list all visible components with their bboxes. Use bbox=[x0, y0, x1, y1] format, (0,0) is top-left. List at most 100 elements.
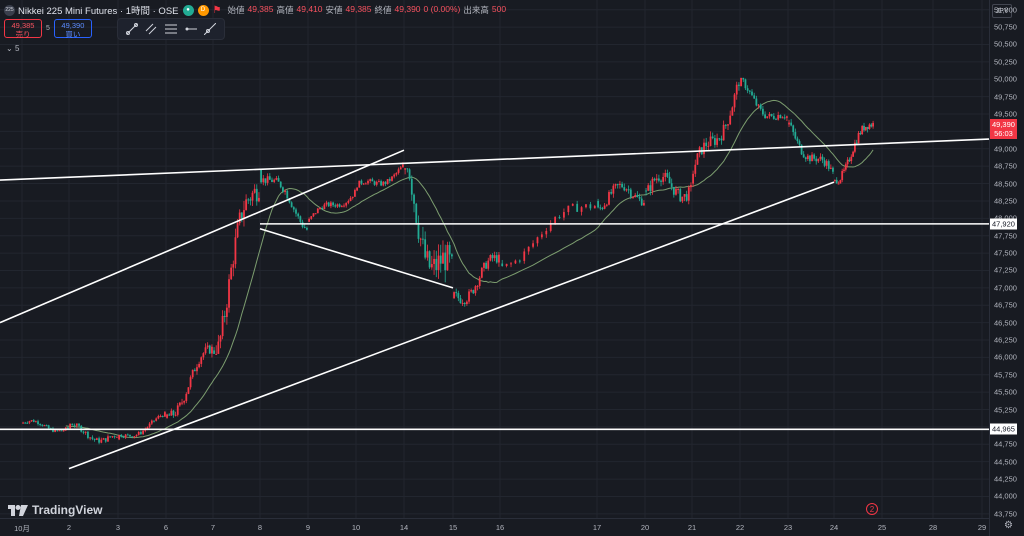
candle-body bbox=[465, 301, 468, 305]
time-axis[interactable] bbox=[0, 518, 989, 536]
x-tick-label: 28 bbox=[928, 523, 938, 532]
candle-body bbox=[410, 178, 413, 195]
candle-body bbox=[93, 438, 96, 440]
candle-body bbox=[47, 425, 50, 429]
price-axis[interactable] bbox=[989, 0, 1024, 536]
sell-button[interactable]: 49,385 売り bbox=[4, 19, 42, 39]
candle-body bbox=[638, 197, 641, 199]
candle-body bbox=[861, 125, 864, 135]
candle-body bbox=[113, 436, 116, 438]
candle-body bbox=[43, 425, 46, 427]
candle-body bbox=[62, 430, 65, 432]
x-tick-label: 21 bbox=[687, 523, 697, 532]
event-marker-icon[interactable]: 2 bbox=[866, 503, 878, 515]
y-tick-label: 44,250 bbox=[994, 474, 1017, 484]
candle-body bbox=[69, 423, 72, 429]
candle-body bbox=[28, 421, 31, 423]
candle-body bbox=[540, 234, 543, 238]
candle-body bbox=[722, 124, 725, 141]
x-tick-label: 17 bbox=[592, 523, 602, 532]
symbol-title[interactable]: Nikkei 225 Mini Futures · 1時間 · OSE bbox=[18, 6, 179, 17]
y-tick-label: 44,500 bbox=[994, 457, 1017, 467]
candle-body bbox=[859, 133, 862, 135]
candle-body bbox=[275, 178, 278, 180]
candle-body bbox=[476, 285, 479, 287]
x-tick-label: 29 bbox=[977, 523, 987, 532]
candle-body bbox=[705, 142, 708, 147]
candle-body bbox=[558, 217, 561, 219]
candle-body bbox=[75, 423, 78, 426]
candle-body bbox=[744, 79, 747, 89]
trend-line-icon[interactable] bbox=[125, 22, 139, 36]
buy-button[interactable]: 49,390 買い bbox=[53, 19, 92, 39]
candle-body bbox=[545, 230, 548, 235]
candle-body bbox=[866, 126, 869, 130]
channel-icon[interactable] bbox=[144, 22, 158, 36]
y-tick-label: 48,250 bbox=[994, 196, 1017, 206]
candle-body bbox=[817, 158, 820, 162]
y-tick-label: 46,750 bbox=[994, 300, 1017, 310]
candle-body bbox=[527, 246, 530, 252]
horizontal-ray-icon[interactable] bbox=[184, 22, 198, 36]
candle-body bbox=[428, 251, 431, 268]
flag-icon[interactable]: ⚑ bbox=[212, 4, 222, 16]
extended-line-icon[interactable] bbox=[203, 22, 217, 36]
candle-body bbox=[358, 180, 361, 188]
candle-body bbox=[593, 206, 596, 209]
candle-body bbox=[813, 154, 816, 159]
candle-body bbox=[554, 217, 557, 224]
candle-body bbox=[806, 155, 809, 160]
x-tick-label: 24 bbox=[829, 523, 839, 532]
candle-body bbox=[356, 187, 358, 191]
candle-body bbox=[100, 439, 103, 443]
candle-body bbox=[345, 202, 348, 206]
candle-body bbox=[727, 124, 729, 126]
candle-body bbox=[823, 160, 826, 166]
currency-selector[interactable]: JPY bbox=[992, 4, 1012, 18]
candle-body bbox=[485, 262, 488, 269]
y-tick-label: 47,000 bbox=[994, 283, 1017, 293]
x-tick-label: 23 bbox=[783, 523, 793, 532]
candle-body bbox=[505, 263, 508, 267]
settings-icon[interactable]: ⚙ bbox=[1004, 520, 1013, 531]
candle-body bbox=[406, 168, 409, 170]
trendline-drawings[interactable] bbox=[0, 138, 990, 470]
candle-body bbox=[204, 347, 207, 354]
candle-body bbox=[87, 431, 89, 438]
candle-body bbox=[155, 418, 158, 421]
candle-body bbox=[679, 189, 682, 202]
candle-body bbox=[755, 98, 758, 106]
indicator-toggle[interactable]: ⌄ 5 bbox=[6, 44, 20, 53]
x-tick-label: 25 bbox=[877, 523, 887, 532]
candle-body bbox=[251, 192, 254, 201]
tradingview-logo: TradingView bbox=[8, 503, 102, 517]
candle-body bbox=[640, 198, 643, 206]
y-tick-label: 46,000 bbox=[994, 352, 1017, 362]
candle-body bbox=[694, 164, 697, 174]
candle-body bbox=[781, 117, 784, 119]
candle-body bbox=[821, 156, 824, 161]
x-tick-label: 6 bbox=[163, 523, 169, 532]
candle-body bbox=[775, 118, 777, 120]
candle-body bbox=[664, 172, 667, 177]
candle-body bbox=[230, 267, 233, 280]
candle-body bbox=[751, 91, 753, 96]
candle-body bbox=[111, 436, 114, 438]
candle-body bbox=[32, 420, 35, 422]
candle-body bbox=[872, 122, 874, 127]
x-tick-label: 15 bbox=[448, 523, 458, 532]
candle-body bbox=[863, 125, 865, 131]
chart-header: 225 Nikkei 225 Mini Futures · 1時間 · OSE … bbox=[4, 3, 506, 17]
candle-body bbox=[349, 197, 352, 202]
candle-body bbox=[102, 438, 105, 440]
candle-body bbox=[636, 195, 639, 198]
candle-body bbox=[666, 172, 669, 177]
candle-body bbox=[608, 192, 610, 205]
candle-body bbox=[223, 315, 226, 317]
candle-body bbox=[478, 277, 481, 286]
fib-icon[interactable] bbox=[164, 22, 178, 36]
candle-body bbox=[453, 292, 455, 299]
candle-body bbox=[262, 178, 265, 183]
candle-body bbox=[459, 298, 462, 304]
